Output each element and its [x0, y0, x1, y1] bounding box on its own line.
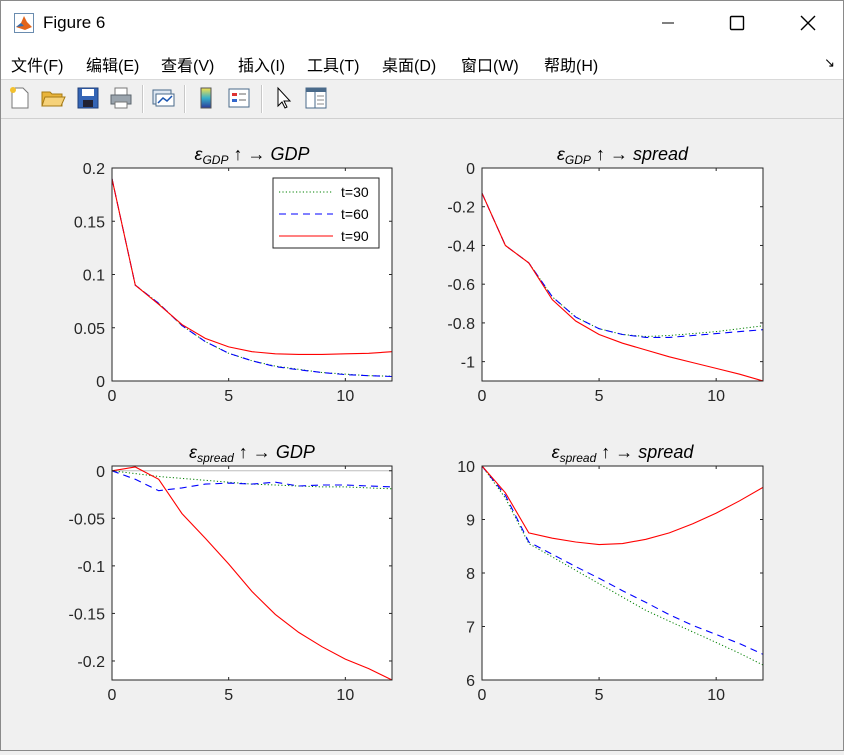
y-tick-label: 0 — [466, 161, 475, 178]
minimize-button[interactable] — [645, 1, 691, 45]
dock-arrow-icon[interactable]: ↘ — [824, 55, 835, 70]
y-tick-label: 0.05 — [74, 321, 105, 338]
legend-icon[interactable] — [225, 84, 253, 112]
series-line-t60 — [111, 178, 393, 378]
y-tick-label: 0.1 — [83, 268, 105, 285]
save-icon[interactable] — [74, 84, 102, 112]
menu-tools[interactable]: 工具(T) — [307, 58, 360, 75]
x-tick-label: 0 — [478, 687, 487, 704]
legend-entry-label: t=30 — [341, 184, 369, 200]
window-title: Figure 6 — [43, 13, 106, 32]
y-tick-label: 0.15 — [74, 214, 105, 231]
subplot-3[interactable]: 0 5 10 0 -0.05 -0.1 -0.15 -0.2 εspread ↑ → GDP — [69, 442, 393, 704]
y-tick-label: -0.05 — [69, 511, 106, 528]
y-tick-label: 0 — [96, 464, 105, 481]
figure-canvas: 0 5 10 0 0.05 0.1 0.15 0.2 εGDP ↑ → GDP t=30 t=60 t… — [1, 119, 843, 750]
menu-file[interactable]: 文件(F) — [11, 58, 64, 75]
axes-background — [112, 466, 392, 680]
legend[interactable]: t=30 t=60 t=90 — [272, 177, 380, 249]
close-button[interactable] — [785, 1, 831, 45]
axes-background — [482, 466, 763, 680]
menu-desktop[interactable]: 桌面(D) — [382, 58, 437, 75]
minimize-icon — [662, 22, 674, 24]
y-tick-label: -0.4 — [447, 238, 475, 255]
print-icon[interactable] — [107, 84, 135, 112]
x-tick-label: 10 — [707, 687, 725, 704]
close-icon — [800, 15, 816, 31]
menu-bar: 文件(F) 编辑(E) 查看(V) 插入(I) 工具(T) 桌面(D) 窗口(W… — [1, 45, 843, 80]
y-tick-label: -0.2 — [447, 200, 475, 217]
subplot-title: εGDP ↑ → GDP — [195, 144, 310, 167]
menu-edit[interactable]: 编辑(E) — [86, 58, 140, 75]
y-tick-label: 10 — [457, 459, 475, 476]
x-tick-label: 0 — [478, 388, 487, 405]
subplot-title: εGDP ↑ → spread — [557, 144, 689, 167]
series-line-t30 — [481, 465, 764, 666]
x-tick-label: 10 — [336, 687, 354, 704]
y-tick-label: -0.8 — [447, 316, 475, 333]
legend-entry-label: t=90 — [341, 228, 369, 244]
legend-entry-label: t=60 — [341, 206, 369, 222]
maximize-icon — [729, 15, 745, 31]
y-tick-label: -0.1 — [77, 559, 105, 576]
matlab-logo-icon — [14, 13, 34, 33]
x-tick-label: 5 — [224, 388, 233, 405]
series-line-t90 — [111, 178, 393, 355]
pointer-icon[interactable] — [269, 84, 297, 112]
title-bar[interactable]: Figure 6 — [1, 1, 843, 45]
y-tick-label: -0.15 — [69, 606, 106, 623]
link-plot-icon[interactable] — [149, 84, 177, 112]
toolbar-separator — [142, 85, 144, 113]
subplot-2[interactable]: 0 5 10 0 -0.2 -0.4 -0.6 -0.8 -1 εGDP ↑ → spread — [447, 144, 764, 405]
menu-insert[interactable]: 插入(I) — [238, 58, 286, 75]
menu-view[interactable]: 查看(V) — [161, 58, 215, 75]
property-editor-icon[interactable] — [302, 84, 330, 112]
x-tick-label: 0 — [108, 388, 117, 405]
series-line-t90 — [111, 466, 393, 681]
maximize-button[interactable] — [714, 1, 760, 45]
y-tick-label: 6 — [466, 673, 475, 690]
y-tick-label: -0.2 — [77, 654, 105, 671]
colorbar-icon[interactable] — [192, 84, 220, 112]
series-line-t90 — [481, 465, 764, 546]
toolbar-separator — [261, 85, 263, 113]
axes-background — [482, 168, 763, 381]
x-tick-label: 0 — [108, 687, 117, 704]
series-line-t60 — [481, 465, 764, 655]
series-line-t90 — [481, 192, 764, 382]
x-tick-label: 5 — [224, 687, 233, 704]
series-line-t30 — [481, 192, 764, 338]
series-line-t30 — [111, 178, 393, 377]
y-tick-label: -1 — [461, 355, 475, 372]
open-file-icon[interactable] — [39, 84, 67, 112]
x-tick-label: 5 — [595, 388, 604, 405]
subplot-4[interactable]: 0 5 10 6 7 8 9 10 εspread ↑ → spread — [457, 442, 764, 704]
menu-help[interactable]: 帮助(H) — [544, 58, 599, 75]
axes-box — [481, 167, 764, 382]
axes-box — [111, 465, 393, 681]
x-tick-label: 10 — [336, 388, 354, 405]
toolbar-separator — [184, 85, 186, 113]
y-tick-label: -0.6 — [447, 277, 475, 294]
subplot-title: εspread ↑ → GDP — [189, 442, 315, 465]
menu-window[interactable]: 窗口(W) — [461, 58, 519, 75]
subplot-title: εspread ↑ → spread — [552, 442, 695, 465]
series-line-t60 — [111, 470, 393, 492]
y-tick-label: 0 — [96, 374, 105, 391]
y-tick-label: 0.2 — [83, 161, 105, 178]
y-tick-label: 9 — [466, 513, 475, 530]
toolbar — [1, 80, 843, 119]
y-tick-label: 8 — [466, 566, 475, 583]
x-tick-label: 10 — [707, 388, 725, 405]
x-tick-label: 5 — [595, 687, 604, 704]
y-tick-label: 7 — [466, 620, 475, 637]
new-figure-icon[interactable] — [6, 84, 34, 112]
